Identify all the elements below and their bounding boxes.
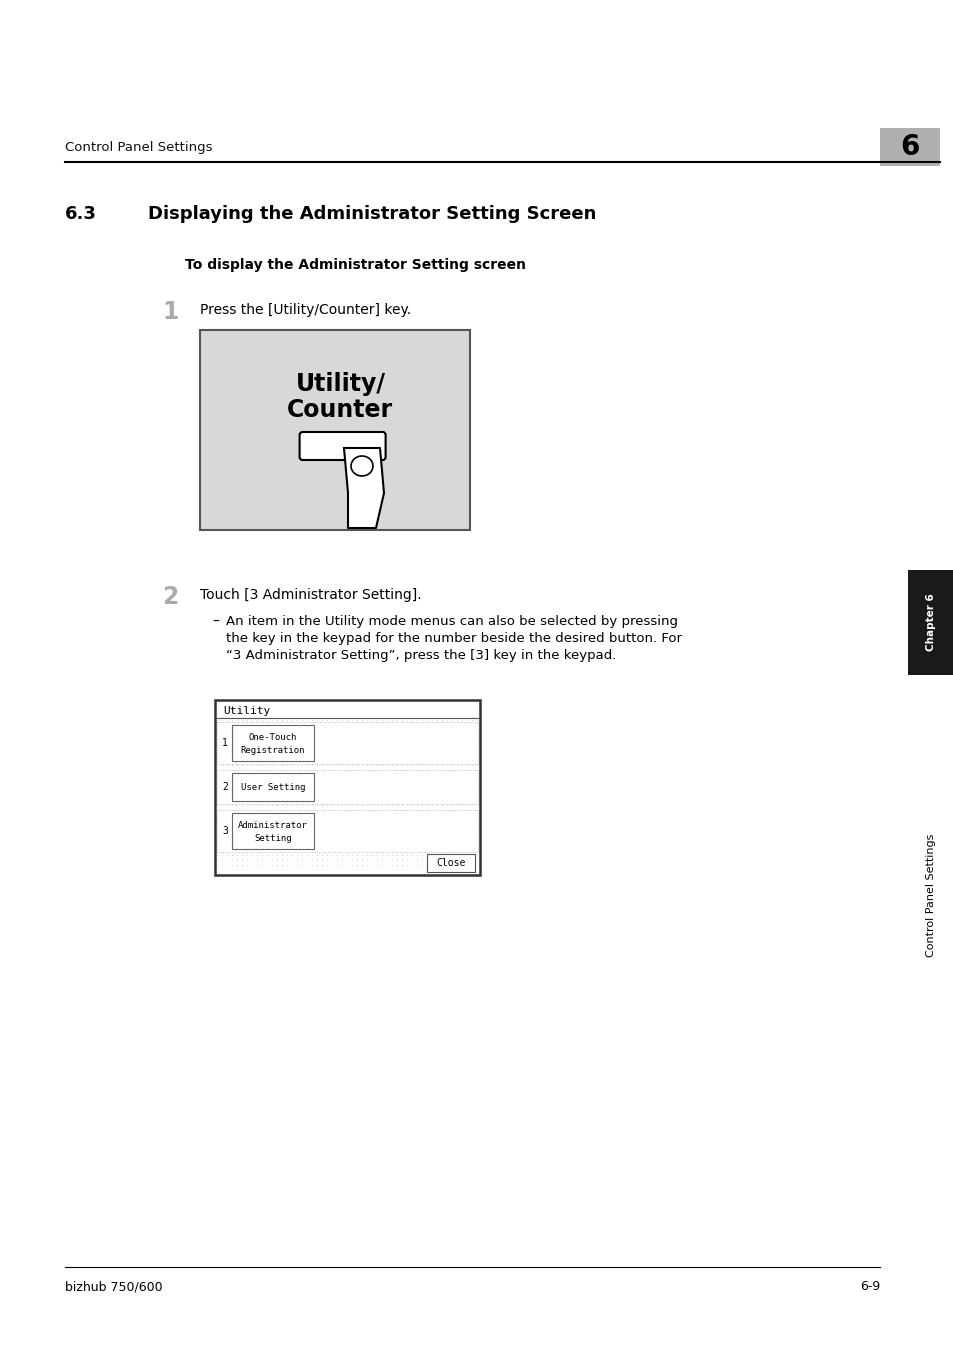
Polygon shape	[344, 448, 384, 528]
Bar	[214, 701, 479, 875]
Bar	[200, 329, 470, 531]
Text: 1: 1	[222, 738, 228, 748]
Text: Chapter 6: Chapter 6	[925, 594, 935, 652]
Ellipse shape	[351, 456, 373, 477]
Text: Utility/: Utility/	[295, 373, 385, 396]
Text: bizhub 750/600: bizhub 750/600	[65, 1280, 162, 1293]
Text: 1: 1	[162, 300, 178, 324]
Bar	[879, 128, 939, 166]
Bar	[216, 722, 477, 764]
Text: One-Touch: One-Touch	[249, 733, 297, 743]
FancyBboxPatch shape	[232, 725, 314, 761]
Text: Registration: Registration	[240, 747, 305, 755]
Text: 6.3: 6.3	[65, 205, 97, 223]
Text: Displaying the Administrator Setting Screen: Displaying the Administrator Setting Scr…	[148, 205, 596, 223]
Text: the key in the keypad for the number beside the desired button. For: the key in the keypad for the number bes…	[226, 632, 681, 645]
FancyBboxPatch shape	[232, 774, 314, 801]
FancyBboxPatch shape	[232, 813, 314, 849]
Text: Counter: Counter	[287, 398, 393, 423]
Bar	[216, 722, 477, 764]
Text: Utility: Utility	[223, 706, 270, 716]
Text: 6-9: 6-9	[859, 1280, 879, 1293]
Text: Close: Close	[436, 859, 465, 868]
Text: Administrator: Administrator	[238, 821, 308, 830]
Text: An item in the Utility mode menus can also be selected by pressing: An item in the Utility mode menus can al…	[226, 616, 678, 628]
Text: To display the Administrator Setting screen: To display the Administrator Setting scr…	[185, 258, 525, 271]
Text: Setting: Setting	[253, 834, 292, 842]
Text: User Setting: User Setting	[240, 783, 305, 791]
Bar	[907, 570, 953, 675]
Bar	[216, 769, 477, 805]
Text: 2: 2	[162, 585, 178, 609]
Bar	[216, 810, 477, 852]
Text: Control Panel Settings: Control Panel Settings	[65, 142, 213, 154]
Text: 6: 6	[900, 134, 919, 161]
FancyBboxPatch shape	[299, 432, 385, 460]
Text: Touch [3 Administrator Setting].: Touch [3 Administrator Setting].	[200, 589, 421, 602]
FancyBboxPatch shape	[427, 855, 475, 872]
Bar	[216, 769, 477, 805]
Text: 3: 3	[222, 826, 228, 836]
Text: 2: 2	[222, 782, 228, 792]
Bar	[216, 810, 477, 852]
Text: “3 Administrator Setting”, press the [3] key in the keypad.: “3 Administrator Setting”, press the [3]…	[226, 649, 616, 662]
Text: Press the [Utility/Counter] key.: Press the [Utility/Counter] key.	[200, 302, 411, 317]
Text: Control Panel Settings: Control Panel Settings	[925, 833, 935, 957]
Text: –: –	[212, 616, 218, 629]
